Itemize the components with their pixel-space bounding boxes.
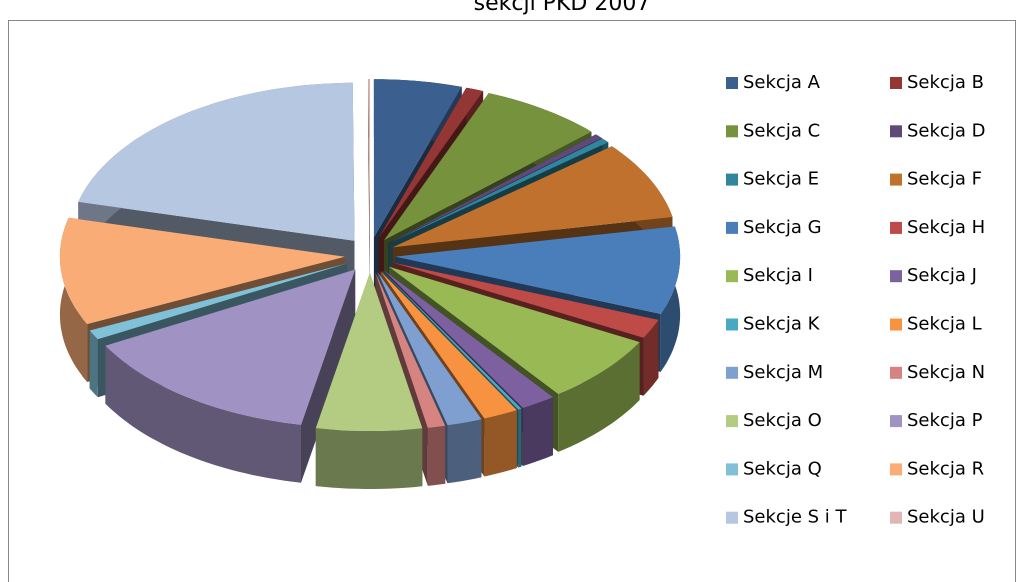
slice-top (382, 270, 522, 410)
slice-side (518, 408, 522, 468)
legend-label: Sekcja N (907, 362, 985, 383)
legend-label: Sekcja B (907, 72, 984, 93)
legend-label: Sekcja L (907, 314, 982, 335)
slice-side (484, 410, 517, 477)
slice-side (522, 397, 553, 466)
slice-top (375, 272, 446, 428)
slice-top (59, 217, 345, 324)
legend-swatch (890, 221, 902, 234)
slice-top (78, 82, 355, 241)
slice-top (378, 87, 484, 239)
slice-top (389, 266, 640, 394)
slice-top (380, 271, 517, 419)
legend: Sekcja A Sekcja B Sekcja C Sekcja D Sekcja E… (726, 72, 985, 528)
legend-swatch (726, 270, 738, 283)
legend-label: Sekcja G (743, 217, 822, 238)
slice-side (558, 342, 640, 452)
slice (105, 269, 356, 483)
legend-swatch (890, 77, 902, 89)
legend-swatch (890, 173, 902, 186)
legend-label: Sekcja P (907, 410, 983, 431)
slice (368, 79, 370, 295)
slice-top (392, 262, 659, 338)
slice-side (427, 425, 446, 486)
legend-swatch (726, 221, 738, 234)
legend-label: Sekcje S i T (743, 507, 847, 528)
slice-top (368, 79, 370, 237)
legend-label: Sekcja O (743, 410, 822, 431)
chart-title: sekcji PKD 2007 (474, 0, 651, 16)
legend-label: Sekcja E (743, 169, 819, 190)
legend-label: Sekcja U (907, 507, 985, 528)
legend-label: Sekcja J (907, 265, 977, 286)
legend-swatch (890, 511, 902, 524)
legend-label: Sekcja Q (743, 458, 822, 479)
legend-swatch (726, 125, 738, 138)
legend-swatch (726, 77, 738, 89)
legend-swatch (890, 270, 902, 283)
slice-top (383, 270, 553, 408)
legend-label: Sekcja R (907, 458, 984, 479)
slice-top (392, 146, 673, 248)
slice-top (89, 263, 348, 340)
legend-swatch (890, 415, 902, 428)
legend-label: Sekcja H (907, 217, 985, 238)
legend-label: Sekcja F (907, 169, 982, 190)
slice-top (384, 93, 592, 241)
legend-swatch (890, 125, 902, 138)
legend-label: Sekcja A (743, 72, 821, 93)
slice-side (315, 428, 423, 489)
legend-swatch (726, 173, 738, 186)
slice-top (373, 79, 462, 238)
legend-swatch (726, 366, 738, 379)
legend-label: Sekcja C (743, 120, 820, 141)
slice-top (105, 269, 356, 425)
legend-swatch (890, 366, 902, 379)
slice (315, 273, 423, 489)
legend-swatch (726, 415, 738, 428)
legend-swatch (726, 511, 738, 524)
pie (59, 79, 681, 489)
slice-top (388, 134, 602, 243)
legend-label: Sekcja K (743, 314, 821, 335)
slice-top (377, 272, 482, 426)
slice-side (89, 330, 98, 398)
slice-side (643, 319, 659, 396)
legend-swatch (890, 318, 902, 331)
legend-label: Sekcja I (743, 265, 813, 286)
slice-top (315, 273, 423, 431)
legend-swatch (726, 318, 738, 331)
legend-label: Sekcja D (907, 120, 985, 141)
legend-label: Sekcja M (743, 362, 823, 383)
legend-swatch (726, 463, 738, 476)
slice-top (389, 138, 609, 244)
slice-top (395, 226, 681, 314)
slice-side (105, 345, 302, 483)
legend-swatch (890, 463, 902, 476)
slice-side (447, 419, 482, 484)
